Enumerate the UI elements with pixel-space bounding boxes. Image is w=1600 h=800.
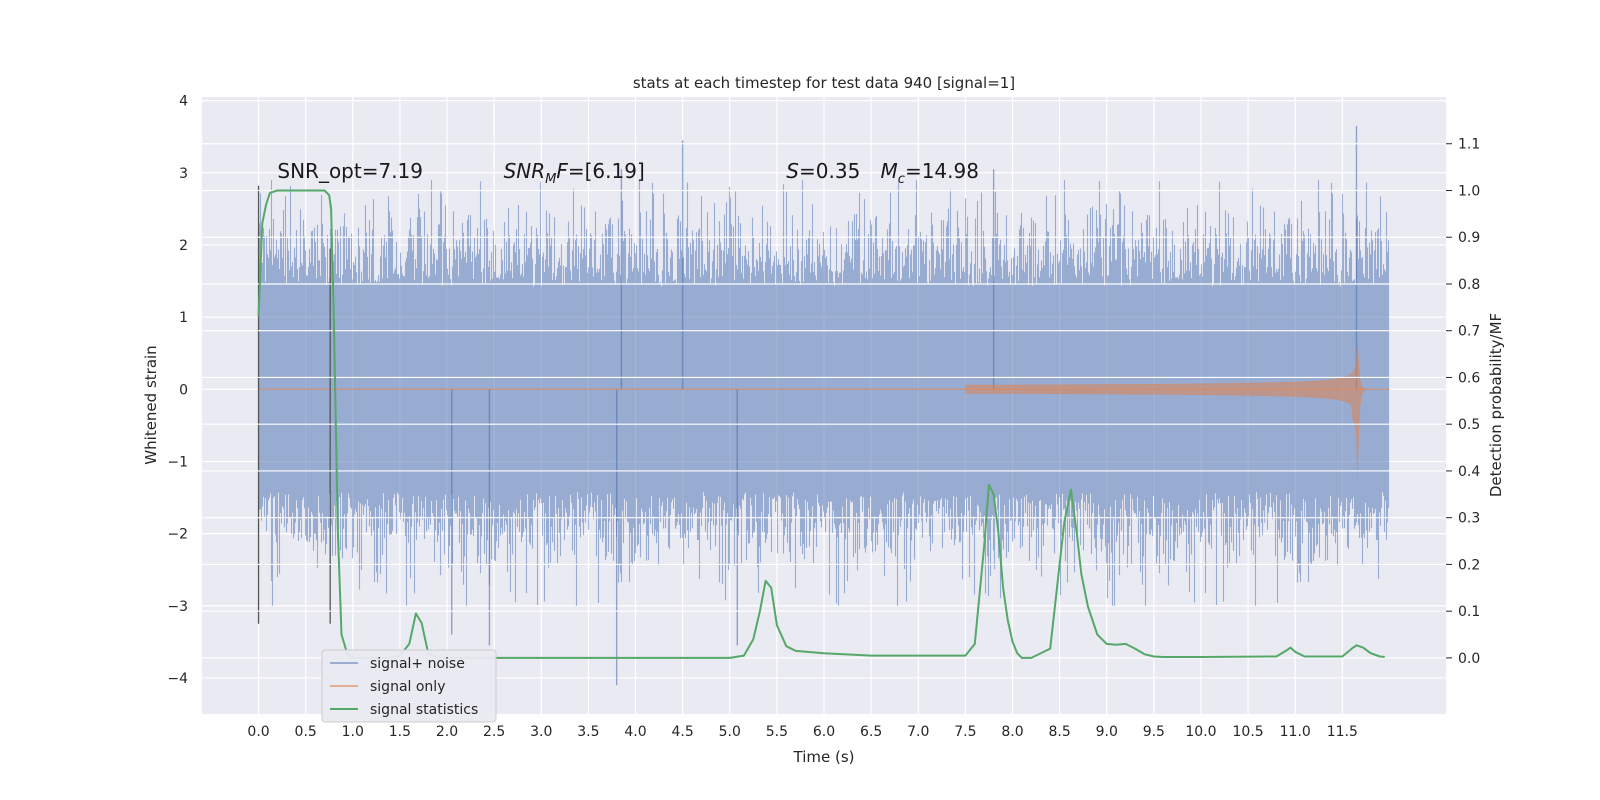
- annotation-snr-mf: SNRMF=[6.19]: [504, 159, 645, 187]
- y-tick-label-right: 0.2: [1458, 557, 1480, 573]
- x-tick-label: 7.0: [907, 724, 929, 740]
- annotation-s: S=0.35: [786, 159, 860, 183]
- x-tick-label: 6.0: [813, 724, 835, 740]
- signal-statistics-line: [257, 189, 1385, 659]
- x-tick-label: 1.0: [342, 724, 364, 740]
- x-tick-label: 3.5: [577, 724, 599, 740]
- y-tick-label-left: 0: [179, 382, 188, 398]
- x-tick-label: 8.5: [1048, 724, 1070, 740]
- x-tick-label: 11.0: [1280, 724, 1311, 740]
- y-tick-label-left: −2: [167, 527, 188, 543]
- x-tick-label: 9.5: [1143, 724, 1165, 740]
- annotation-snr-opt: SNR_opt=7.19: [277, 159, 423, 183]
- series-signal-statistics: [257, 189, 1385, 659]
- y-tick-label-right: 0.9: [1458, 230, 1480, 246]
- y-tick-labels-right: 0.0 0.1 0.2 0.3 0.4 0.5 0.6 0.7 0.8 0.9 1.0 1.1: [1446, 137, 1480, 667]
- x-tick-label: 11.5: [1327, 724, 1358, 740]
- y-tick-labels-left: −4 −3 −2 −1 0 1 2 3 4: [167, 94, 188, 687]
- chart-title: stats at each timestep for test data 940…: [633, 74, 1015, 92]
- y-axis-label-left: Whitened strain: [142, 345, 160, 464]
- x-tick-label: 8.0: [1001, 724, 1023, 740]
- x-tick-label: 5.5: [766, 724, 788, 740]
- legend: signal+ noise signal only signal statist…: [321, 649, 497, 723]
- grid-horizontal-right: [202, 143, 1446, 659]
- legend-label-signal-noise: signal+ noise: [370, 656, 465, 672]
- y-tick-label-left: 1: [179, 310, 188, 326]
- x-tick-label: 0.5: [295, 724, 317, 740]
- y-tick-label-right: 0.8: [1458, 277, 1480, 293]
- x-tick-label: 1.5: [389, 724, 411, 740]
- y-tick-label-left: −3: [167, 599, 188, 615]
- x-tick-label: 2.0: [436, 724, 458, 740]
- y-tick-label-right: 0.1: [1458, 604, 1480, 620]
- y-tick-label-right: 0.3: [1458, 511, 1480, 527]
- x-axis-label: Time (s): [793, 748, 855, 766]
- x-tick-label: 7.5: [954, 724, 976, 740]
- y-tick-label-left: 2: [179, 238, 188, 254]
- y-tick-label-left: 3: [179, 166, 188, 182]
- x-tick-label: 10.0: [1185, 724, 1216, 740]
- y-tick-label-right: 0.6: [1458, 370, 1480, 386]
- y-tick-label-right: 1.1: [1458, 137, 1480, 153]
- series-signal-only: [258, 339, 1390, 476]
- y-tick-label-right: 0.4: [1458, 464, 1480, 480]
- y-tick-label-left: 4: [179, 94, 188, 110]
- y-tick-label-right: 0.5: [1458, 417, 1480, 433]
- vertical-markers: [257, 185, 331, 624]
- x-tick-label: 4.5: [672, 724, 694, 740]
- x-tick-label: 2.5: [483, 724, 505, 740]
- annotations: SNR_opt=7.19 SNRMF=[6.19] S=0.35 Mc=14.9…: [277, 159, 979, 187]
- x-tick-label: 4.0: [624, 724, 646, 740]
- y-tick-label-left: −1: [167, 454, 188, 470]
- annotation-mc: Mc=14.98: [881, 159, 979, 187]
- y-tick-label-right: 0.0: [1458, 651, 1480, 667]
- x-tick-label: 0.0: [247, 724, 269, 740]
- legend-label-signal-statistics: signal statistics: [370, 702, 478, 718]
- y-tick-label-right: 0.7: [1458, 324, 1480, 340]
- legend-box: [321, 649, 497, 723]
- x-tick-label: 10.5: [1233, 724, 1264, 740]
- y-tick-label-right: 1.0: [1458, 183, 1480, 199]
- legend-label-signal-only: signal only: [370, 679, 445, 695]
- y-axis-label-right: Detection probability/MF: [1487, 313, 1505, 497]
- x-tick-label: 6.5: [860, 724, 882, 740]
- y-tick-label-left: −4: [167, 671, 188, 687]
- x-tick-label: 5.0: [719, 724, 741, 740]
- x-tick-labels: 0.0 0.5 1.0 1.5 2.0 2.5 3.0 3.5 4.0 4.5 5.0 5.5 6.0 6…: [247, 724, 1358, 740]
- x-tick-label: 9.0: [1096, 724, 1118, 740]
- x-tick-label: 3.0: [530, 724, 552, 740]
